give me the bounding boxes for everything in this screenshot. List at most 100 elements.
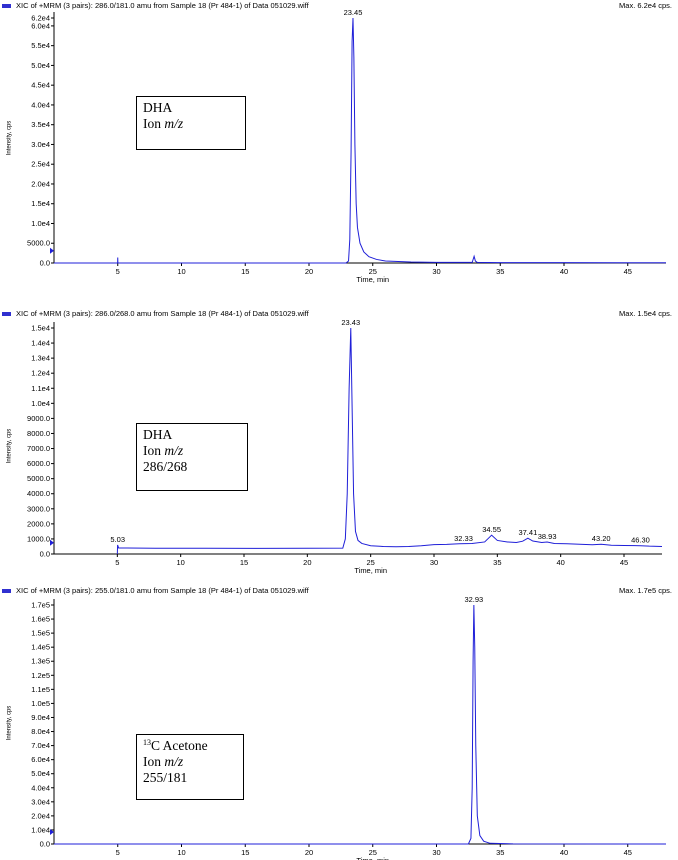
y-tick-label: 1.6e5 [31, 615, 50, 624]
y-tick-label: 0.0 [40, 840, 50, 849]
chromatogram-panel-3: XIC of +MRM (3 pairs): 255.0/181.0 amu f… [0, 585, 678, 860]
y-tick-label: 3.0e4 [31, 140, 50, 149]
annotation-transition: 286/268 [143, 459, 188, 474]
y-tick-label: 3.5e4 [31, 120, 50, 129]
x-tick-label: 15 [240, 558, 248, 567]
x-tick-label: 20 [305, 267, 313, 276]
y-tick-label: 7000.0 [27, 444, 50, 453]
peak-retention-label: 23.45 [344, 8, 363, 17]
y-tick-label: 9.0e4 [31, 713, 50, 722]
x-tick-label: 35 [496, 848, 504, 857]
annotation-ion-line: Ion m/z [143, 116, 184, 131]
x-tick-label: 45 [624, 267, 632, 276]
x-tick-label: 10 [177, 267, 185, 276]
peak-retention-label: 43.20 [592, 534, 611, 543]
x-tick-label: 5 [116, 848, 120, 857]
chromatogram-trace [54, 17, 667, 264]
x-tick-label: 25 [369, 267, 377, 276]
y-tick-label: 0.0 [40, 550, 50, 559]
y-tick-label: 1.1e4 [31, 384, 50, 393]
panel-title: XIC of +MRM (3 pairs): 255.0/181.0 amu f… [16, 586, 309, 595]
x-tick-label: 25 [369, 848, 377, 857]
peak-retention-label: 46.30 [631, 536, 650, 545]
trace-legend-icon [2, 589, 11, 593]
y-tick-label: 1.1e5 [31, 685, 50, 694]
chromatogram-panel-2: XIC of +MRM (3 pairs): 286.0/268.0 amu f… [0, 308, 678, 580]
x-tick-label: 35 [493, 558, 501, 567]
baseline-marker-icon [50, 829, 54, 836]
y-tick-label: 5.5e4 [31, 41, 50, 50]
y-tick-label: 8.0e4 [31, 727, 50, 736]
compound-annotation-box: DHA Ion m/z [136, 96, 246, 150]
x-tick-label: 10 [177, 848, 185, 857]
y-tick-label: 1.4e4 [31, 339, 50, 348]
y-tick-label: 1.0e5 [31, 699, 50, 708]
x-tick-label: 45 [624, 848, 632, 857]
max-intensity-label: Max. 1.5e4 cps. [619, 309, 672, 318]
x-tick-label: 40 [560, 267, 568, 276]
y-tick-label: 5000.0 [27, 474, 50, 483]
y-tick-label: 1.0e4 [31, 219, 50, 228]
y-tick-label: 2.0e4 [31, 179, 50, 188]
x-axis-label: Time, min [356, 856, 389, 860]
y-tick-label: 2.5e4 [31, 160, 50, 169]
y-tick-label: 1.3e4 [31, 354, 50, 363]
panel-header: XIC of +MRM (3 pairs): 255.0/181.0 amu f… [0, 585, 678, 597]
x-tick-label: 30 [432, 848, 440, 857]
x-tick-label: 25 [366, 558, 374, 567]
x-tick-label: 40 [560, 848, 568, 857]
x-tick-label: 20 [305, 848, 313, 857]
peak-retention-label: 5.03 [110, 535, 125, 544]
chromatogram-plot: 0.0 5000.0 1.0e4 1.5e4 2.0e4 2.5e4 3.0e4 3.5e4 4… [27, 8, 667, 284]
y-tick-label: 1.0e4 [31, 825, 50, 834]
annotation-compound: DHA [143, 100, 173, 115]
y-tick-label: 0.0 [40, 259, 50, 268]
x-tick-label: 5 [116, 267, 120, 276]
panel-header: XIC of +MRM (3 pairs): 286.0/268.0 amu f… [0, 308, 678, 320]
x-tick-label: 10 [176, 558, 184, 567]
annotation-compound: DHA [143, 427, 173, 442]
baseline-marker-icon [50, 539, 54, 546]
y-tick-label: 6.2e4 [31, 14, 50, 23]
x-axis-label: Time, min [354, 566, 387, 575]
peak-retention-label: 32.93 [464, 595, 483, 604]
y-tick-label: 1.5e5 [31, 629, 50, 638]
max-intensity-label: Max. 6.2e4 cps. [619, 1, 672, 10]
peak-retention-label: 37.41 [518, 528, 537, 537]
chromatogram-plot: 0.0 1000.0 2000.0 3000.0 4000.0 5000.0 6000.0 7… [27, 318, 663, 575]
x-tick-label: 40 [556, 558, 564, 567]
y-tick-label: 5.0e4 [31, 769, 50, 778]
compound-annotation-box: DHA Ion m/z 286/268 [136, 423, 248, 491]
y-tick-label: 6000.0 [27, 459, 50, 468]
y-tick-label: 1.4e5 [31, 643, 50, 652]
y-tick-label: 1.7e5 [31, 601, 50, 610]
max-intensity-label: Max. 1.7e5 cps. [619, 586, 672, 595]
y-tick-label: 4000.0 [27, 489, 50, 498]
y-tick-label: 1.3e5 [31, 657, 50, 666]
annotation-transition: 255/181 [143, 770, 188, 785]
y-tick-label: 2.0e4 [31, 811, 50, 820]
x-axis-label: Time, min [356, 275, 389, 284]
x-tick-label: 20 [303, 558, 311, 567]
x-tick-label: 30 [430, 558, 438, 567]
y-tick-label: 6.0e4 [31, 755, 50, 764]
y-tick-label: 1000.0 [27, 534, 50, 543]
y-tick-label: 5000.0 [27, 239, 50, 248]
chromatogram-panel-1: XIC of +MRM (3 pairs): 286.0/181.0 amu f… [0, 0, 678, 285]
y-tick-label: 6.0e4 [31, 21, 50, 30]
x-tick-label: 45 [620, 558, 628, 567]
trace-legend-icon [2, 312, 11, 316]
y-tick-label: 5.0e4 [31, 61, 50, 70]
y-tick-label: 3000.0 [27, 504, 50, 513]
annotation-compound: 13C Acetone [143, 738, 208, 753]
baseline-marker-icon [50, 247, 54, 254]
chromatogram-trace [54, 604, 667, 845]
y-tick-label: 1.2e4 [31, 369, 50, 378]
y-tick-label: 9000.0 [27, 414, 50, 423]
y-tick-label: 7.0e4 [31, 741, 50, 750]
y-tick-label: 2000.0 [27, 519, 50, 528]
y-tick-label: 8000.0 [27, 429, 50, 438]
chromatogram-plot: 0.0 1.0e4 2.0e4 3.0e4 4.0e4 5.0e4 6.0e4 7.0e4 8.… [31, 595, 667, 860]
y-tick-label: 1.2e5 [31, 671, 50, 680]
x-tick-label: 15 [241, 848, 249, 857]
